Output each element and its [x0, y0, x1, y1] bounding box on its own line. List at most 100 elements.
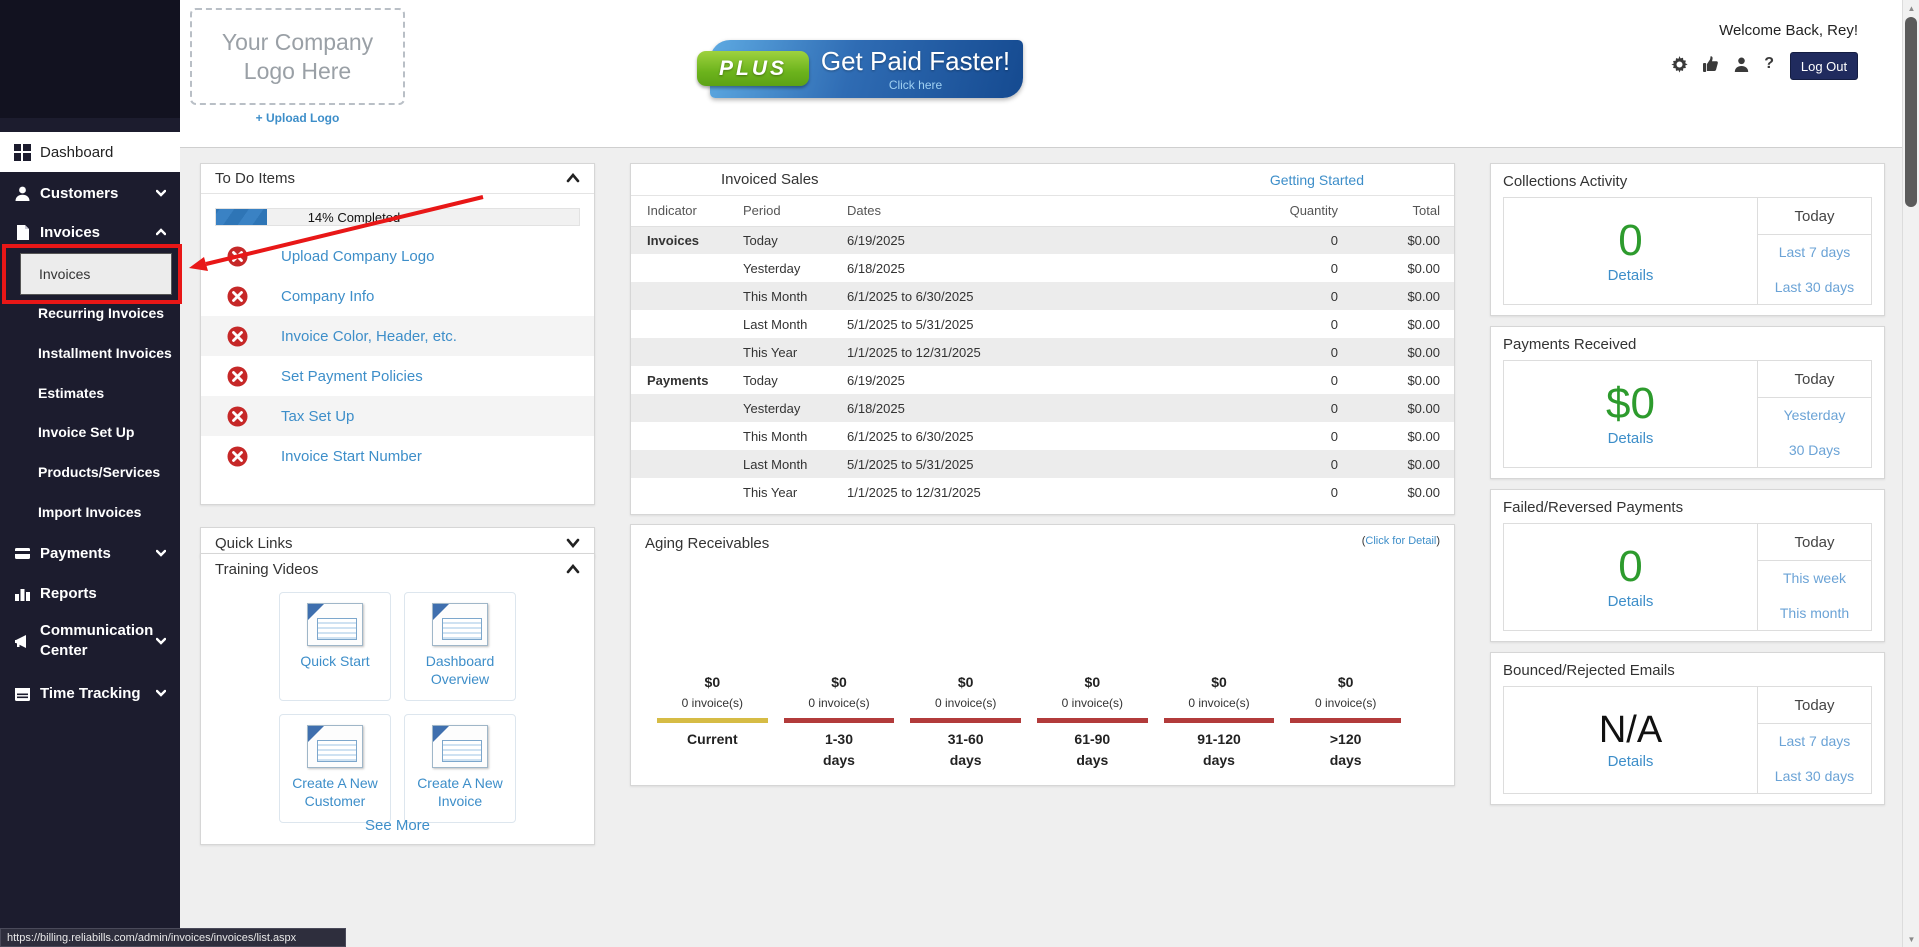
- details-link[interactable]: Details: [1607, 266, 1654, 284]
- sidebar-subitem-recurring-invoices[interactable]: Recurring Invoices: [0, 293, 180, 333]
- sidebar-item-communication-center[interactable]: Communication Center: [0, 611, 180, 671]
- video-thumbnail: [307, 725, 363, 768]
- tab-yesterday[interactable]: Yesterday: [1783, 407, 1846, 424]
- aging-bucket-31-60: $0 0 invoice(s) 31-60 days: [902, 674, 1029, 771]
- sidebar-subitem-label: Import Invoices: [38, 504, 142, 520]
- todo-link-invoice-color[interactable]: Invoice Color, Header, etc.: [281, 327, 457, 345]
- log-out-button[interactable]: Log Out: [1790, 52, 1858, 80]
- incomplete-x-icon: [227, 446, 248, 467]
- sidebar-subitem-label: Products/Services: [38, 464, 161, 480]
- vertical-scrollbar[interactable]: ▲ ▼: [1902, 0, 1919, 947]
- banner-click-here-link[interactable]: Click here: [888, 78, 943, 92]
- tab-today[interactable]: Today: [1758, 361, 1871, 398]
- table-row: Last Month 5/1/2025 to 5/31/2025 0 $0.00: [631, 450, 1454, 478]
- sidebar-subitem-invoice-set-up[interactable]: Invoice Set Up: [0, 412, 180, 452]
- video-thumbnail: [432, 603, 488, 646]
- help-icon[interactable]: ?: [1764, 55, 1774, 72]
- invoiced-sales-table: Indicator Period Dates Quantity Total In…: [631, 196, 1454, 506]
- aging-receivables-panel: Aging Receivables (Click for Detail) $0 …: [630, 524, 1455, 786]
- incomplete-x-icon: [227, 406, 248, 427]
- todo-row: Tax Set Up: [201, 396, 594, 436]
- collapse-chevron-up-icon[interactable]: [566, 170, 580, 187]
- sidebar-subitem-products-services[interactable]: Products/Services: [0, 452, 180, 492]
- tab-this-month[interactable]: This month: [1779, 604, 1850, 621]
- tab-today[interactable]: Today: [1758, 687, 1871, 724]
- table-row: This Month 6/1/2025 to 6/30/2025 0 $0.00: [631, 282, 1454, 310]
- details-link[interactable]: Details: [1607, 752, 1654, 770]
- scroll-down-arrow-icon[interactable]: ▼: [1907, 934, 1916, 944]
- tab-today[interactable]: Today: [1758, 524, 1871, 561]
- sidebar-subitem-invoices[interactable]: Invoices: [20, 253, 172, 295]
- todo-link-company-info[interactable]: Company Info: [281, 287, 375, 305]
- chevron-down-icon: [156, 188, 166, 198]
- card-title: Failed/Reversed Payments: [1503, 499, 1684, 516]
- todo-link-invoice-start-number[interactable]: Invoice Start Number: [281, 447, 422, 465]
- sidebar-item-label: Dashboard: [40, 143, 114, 161]
- user-account-icon[interactable]: [1733, 56, 1750, 73]
- card-value: 0: [1618, 215, 1643, 265]
- todo-link-tax-set-up[interactable]: Tax Set Up: [281, 407, 355, 425]
- company-logo-placeholder[interactable]: Your Company Logo Here: [190, 8, 405, 105]
- gear-icon[interactable]: [1671, 55, 1688, 73]
- upload-logo-link[interactable]: + Upload Logo: [255, 111, 340, 125]
- tab-last-7-days[interactable]: Last 7 days: [1778, 244, 1851, 261]
- details-link[interactable]: Details: [1607, 592, 1654, 610]
- bucket-amount: $0: [957, 674, 974, 690]
- todo-items-panel: To Do Items 14% Completed Upload Company…: [200, 163, 595, 505]
- video-card-create-customer[interactable]: Create A New Customer: [279, 714, 391, 823]
- bucket-amount: $0: [1211, 674, 1227, 690]
- sidebar-subitem-label: Invoice Set Up: [38, 424, 135, 440]
- tab-today[interactable]: Today: [1758, 198, 1871, 235]
- communication-megaphone-icon: [14, 633, 31, 650]
- card-title: Payments Received: [1503, 336, 1637, 353]
- sidebar-item-invoices[interactable]: Invoices: [0, 212, 180, 252]
- scrollbar-thumb[interactable]: [1905, 17, 1917, 207]
- tab-this-week[interactable]: This week: [1782, 570, 1847, 587]
- header-icon-row: ?: [1671, 55, 1774, 73]
- todo-panel-title: To Do Items: [215, 170, 296, 187]
- scroll-up-arrow-icon[interactable]: ▲: [1907, 3, 1916, 13]
- video-thumbnail: [432, 725, 488, 768]
- details-link[interactable]: Details: [1607, 429, 1654, 447]
- click-for-detail-link[interactable]: Click for Detail: [1365, 535, 1437, 547]
- tab-30-days[interactable]: 30 Days: [1788, 441, 1841, 458]
- todo-row: Invoice Start Number: [201, 436, 594, 476]
- invoiced-sales-title: Invoiced Sales: [721, 171, 819, 188]
- video-card-create-invoice[interactable]: Create A New Invoice: [404, 714, 516, 823]
- video-grid: Quick Start Dashboard Overview Create A …: [201, 592, 594, 823]
- expand-chevron-down-icon[interactable]: [566, 535, 580, 552]
- bucket-count: 0 invoice(s): [1314, 696, 1377, 710]
- todo-link-upload-company-logo[interactable]: Upload Company Logo: [281, 247, 435, 265]
- sidebar-subitem-estimates[interactable]: Estimates: [0, 373, 180, 413]
- thumbs-up-icon[interactable]: [1702, 55, 1719, 73]
- sidebar-item-payments[interactable]: Payments: [0, 533, 180, 573]
- collapse-chevron-up-icon[interactable]: [566, 561, 580, 578]
- getting-started-link[interactable]: Getting Started: [1269, 171, 1364, 188]
- tab-last-30-days[interactable]: Last 30 days: [1774, 767, 1855, 784]
- todo-link-set-payment-policies[interactable]: Set Payment Policies: [281, 367, 423, 385]
- customers-user-icon: [14, 185, 31, 202]
- table-row: Payments Today 6/19/2025 0 $0.00: [647, 372, 1440, 388]
- bucket-amount: $0: [704, 674, 721, 690]
- sidebar-item-customers[interactable]: Customers: [0, 173, 180, 213]
- video-card-dashboard-overview[interactable]: Dashboard Overview: [404, 592, 516, 701]
- col-period: Period: [727, 196, 831, 227]
- sidebar-item-dashboard[interactable]: Dashboard: [0, 132, 180, 172]
- sidebar-subitem-label: Estimates: [38, 385, 105, 401]
- setup-progress-bar: 14% Completed: [215, 208, 580, 226]
- tab-last-7-days[interactable]: Last 7 days: [1778, 733, 1851, 750]
- card-title: Collections Activity: [1503, 173, 1628, 190]
- sidebar-item-reports[interactable]: Reports: [0, 573, 180, 613]
- sidebar-subitem-import-invoices[interactable]: Import Invoices: [0, 492, 180, 532]
- video-card-quick-start[interactable]: Quick Start: [279, 592, 391, 701]
- bucket-count: 0 invoice(s): [934, 696, 997, 710]
- sidebar-item-label: Time Tracking: [40, 684, 141, 702]
- sidebar-item-time-tracking[interactable]: Time Tracking: [0, 673, 180, 713]
- see-more-link[interactable]: See More: [364, 817, 431, 834]
- sidebar-subitem-installment-invoices[interactable]: Installment Invoices: [0, 333, 180, 373]
- aging-bucket-61-90: $0 0 invoice(s) 61-90 days: [1029, 674, 1156, 771]
- card-value: $0: [1606, 378, 1655, 428]
- tab-last-30-days[interactable]: Last 30 days: [1774, 278, 1855, 295]
- plus-promo-banner[interactable]: PLUS Get Paid Faster! Click here: [697, 40, 1023, 98]
